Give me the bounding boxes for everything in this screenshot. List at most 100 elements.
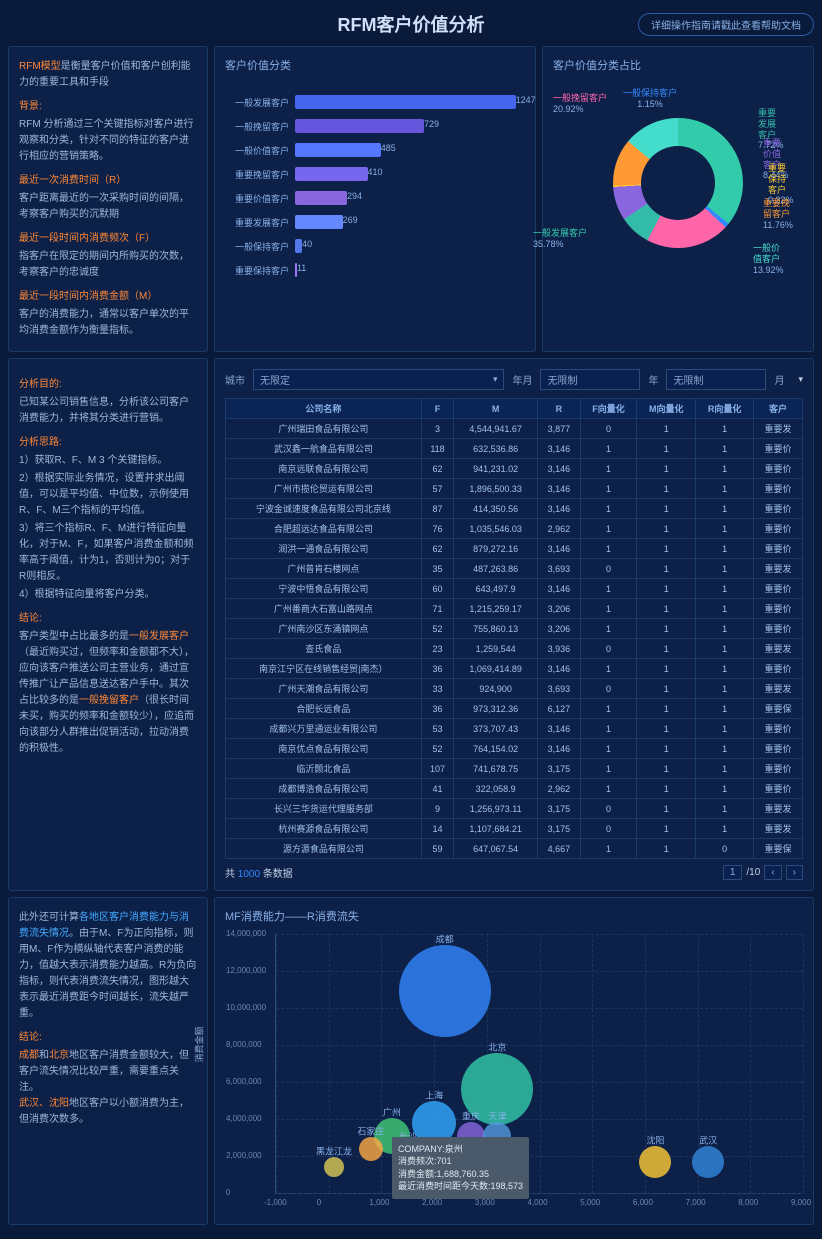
table-row[interactable]: 润洪一通食品有限公司62879,272.163,146111重要价 [226,539,803,559]
bubble-label: 武汉 [699,1133,717,1146]
bubble-label: 北京 [488,1041,506,1054]
table-row[interactable]: 宁波金诚速度食品有限公司北京线87414,350.563,146111重要价 [226,499,803,519]
table-row[interactable]: 成都博浩食品有限公司41322,058.92,962111重要价 [226,779,803,799]
bar-row: 一般发展客户 1247 [225,93,525,111]
x-tick: 7,000 [686,1198,706,1207]
bar-row: 一般挽留客户 729 [225,117,525,135]
panel-title: 客户价值分类占比 [553,57,803,73]
pager: 1 /10 ‹ › [723,865,803,880]
x-tick: 9,000 [791,1198,811,1207]
y-tick: 10,000,000 [226,1003,266,1012]
bar-row: 一般保持客户 40 [225,237,525,255]
x-tick: 2,000 [422,1198,442,1207]
donut-label: 一般保持客户1.15% [623,88,677,110]
table-row[interactable]: 合肥长远食品36973,312.366,127111重要保 [226,699,803,719]
city-label: 城市 [225,372,245,387]
col-header[interactable]: F [421,399,454,419]
donut-label: 一般价值客户13.92% [753,243,784,275]
bubble[interactable] [639,1146,671,1178]
bar-value: 11 [297,263,306,273]
table-row[interactable]: 广州瑞田食品有限公司34,544,941.673,877011重要发 [226,419,803,439]
col-header[interactable]: M [454,399,538,419]
bar-label: 一般发展客户 [225,96,295,109]
filters: 城市 无限定▾ 年月 无限制 年 无限制 月 ▾ [225,369,803,390]
narrative-region: 此外还可计算各地区客户消费能力与消费流失情况。由于M、F为正向指标，则用M、F作… [8,897,208,1225]
x-tick: 5,000 [580,1198,600,1207]
col-header[interactable]: 客户 [753,399,802,419]
table-row[interactable]: 长兴三华货运代理服务部91,256,973.113,175011重要发 [226,799,803,819]
bar-label: 重要发展客户 [225,216,295,229]
donut-panel: 客户价值分类占比 一般发展客户35.78%一般保持客户1.15%一般挽留客户20… [542,46,814,352]
month-select[interactable]: 无限制 [666,369,766,390]
bar-row: 重要保持客户 11 [225,261,525,279]
data-table: 公司名称FMRF向量化M向量化R向量化客户广州瑞田食品有限公司34,544,94… [225,398,803,859]
bubble-label: 上海 [425,1089,443,1102]
bubble-label: 广州 [383,1106,401,1119]
col-header[interactable]: F向量化 [580,399,636,419]
table-row[interactable]: 宁波中悟食品有限公司60643,497.93,146111重要价 [226,579,803,599]
table-row[interactable]: 广州天潮食品有限公司33924,9003,693011重要发 [226,679,803,699]
y-tick: 6,000,000 [226,1077,262,1086]
header: RFM客户价值分析 详细操作指南请戳此查看帮助文档 [8,8,814,40]
table-row[interactable]: 南京优点食品有限公司52764,154.023,146111重要价 [226,739,803,759]
help-button[interactable]: 详细操作指南请戳此查看帮助文档 [638,13,814,36]
x-tick: 1,000 [369,1198,389,1207]
bar-value: 485 [381,143,396,153]
page-title: RFM客户价值分析 [338,11,485,37]
bubble[interactable] [359,1137,383,1161]
col-header[interactable]: M向量化 [637,399,696,419]
col-header[interactable]: 公司名称 [226,399,422,419]
bar-label: 重要挽留客户 [225,168,295,181]
prev-page-button[interactable]: ‹ [764,865,781,880]
table-row[interactable]: 广州南沙区东涌镇网点52755,860.133,206111重要价 [226,619,803,639]
bar-label: 重要价值客户 [225,192,295,205]
x-tick: -1,000 [264,1198,287,1207]
narrative-analysis: 分析目的:已知某公司销售信息，分析该公司客户消费能力，并将其分类进行营销。 分析… [8,358,208,891]
bubble[interactable] [324,1157,344,1177]
x-tick: 3,000 [475,1198,495,1207]
table-panel: 城市 无限定▾ 年月 无限制 年 无限制 月 ▾ 公司名称FMRF向量化M向量化… [214,358,814,891]
bar-chart-panel: 客户价值分类 一般发展客户 1247一般挽留客户 729一般价值客户 485重要… [214,46,536,352]
bar-label: 重要保持客户 [225,264,295,277]
y-axis-label: 消费金额 [193,1026,206,1062]
bubble[interactable] [692,1146,724,1178]
table-row[interactable]: 广州番商大石富山路网点711,215,259.173,206111重要价 [226,599,803,619]
city-select[interactable]: 无限定▾ [253,369,504,390]
bubble[interactable] [399,945,491,1037]
bar-row: 重要发展客户 269 [225,213,525,231]
table-row[interactable]: 广州普肯石楼网点35487,263.863,693011重要发 [226,559,803,579]
table-row[interactable]: 成都兴万里通运业有限公司53373,707.433,146111重要价 [226,719,803,739]
table-row[interactable]: 查氏食品231,259,5443,936011重要发 [226,639,803,659]
table-row[interactable]: 武汉鑫一航食品有限公司118632,536.863,146111重要价 [226,439,803,459]
y-tick: 0 [226,1188,230,1197]
x-tick: 4,000 [528,1198,548,1207]
col-header[interactable]: R向量化 [696,399,754,419]
table-row[interactable]: 临沂颢北食品107741,678.753,175111重要价 [226,759,803,779]
next-page-button[interactable]: › [786,865,803,880]
bubble-label: 天津 [488,1110,506,1123]
chevron-down-icon: ▾ [798,374,803,385]
page-input[interactable]: 1 [723,865,743,880]
table-row[interactable]: 杭州赛源食品有限公司141,107,684.213,175011重要发 [226,819,803,839]
col-header[interactable]: R [537,399,580,419]
bubble-label: 黑龙江龙 [316,1145,352,1158]
tooltip: COMPANY:泉州消费频次:701消费金额:1,688,760.35最近消费时… [392,1137,529,1199]
bar-value: 1247 [516,95,536,105]
bar-value: 410 [368,167,383,177]
bar-label: 一般价值客户 [225,144,295,157]
donut-label: 一般发展客户35.78% [533,228,587,250]
table-row[interactable]: 源方源食品有限公司59647,067.544,667110重要保 [226,839,803,859]
table-row[interactable]: 广州市揽伦贸运有限公司571,896,500.333,146111重要价 [226,479,803,499]
donut-label: 重要挽留客户11.76% [763,198,793,230]
donut-label: 一般挽留客户20.92% [553,93,607,115]
table-row[interactable]: 合肥超远达食品有限公司761,035,546.032,962111重要价 [226,519,803,539]
bar-label: 一般保持客户 [225,240,295,253]
narrative-intro: RFM模型是衡量客户价值和客户创利能力的重要工具和手段 背景:RFM 分析通过三… [8,46,208,352]
bubble-label: 石家庄 [357,1124,384,1137]
bar-row: 一般价值客户 485 [225,141,525,159]
year-select[interactable]: 无限制 [540,369,640,390]
bubble-label: 沈阳 [646,1133,664,1146]
table-row[interactable]: 南京远联食品有限公司62941,231.023,146111重要价 [226,459,803,479]
table-row[interactable]: 南京江宁区在线销售经贸|南杰）361,069,414.893,146111重要价 [226,659,803,679]
chevron-down-icon: ▾ [493,374,498,385]
